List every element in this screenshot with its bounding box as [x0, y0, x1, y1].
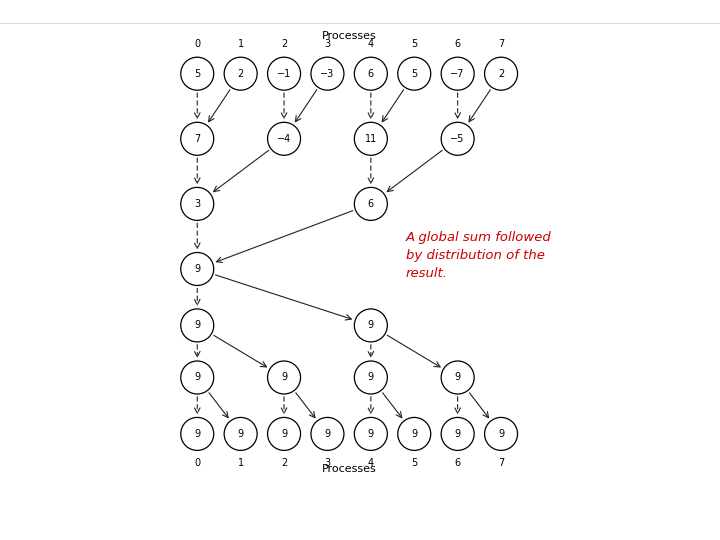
Text: 57: 57 [675, 508, 695, 522]
Circle shape [397, 57, 431, 90]
Text: 3: 3 [325, 39, 330, 49]
Text: Processes: Processes [322, 31, 377, 41]
Text: 9: 9 [281, 373, 287, 382]
Text: 9: 9 [454, 373, 461, 382]
Circle shape [311, 417, 344, 450]
Circle shape [181, 361, 214, 394]
Circle shape [224, 57, 257, 90]
Text: 9: 9 [498, 429, 504, 439]
Text: 9: 9 [238, 429, 243, 439]
Circle shape [354, 361, 387, 394]
Circle shape [181, 57, 214, 90]
Text: 9: 9 [325, 429, 330, 439]
Text: 0: 0 [194, 458, 200, 468]
Text: 7: 7 [194, 134, 200, 144]
Text: 9: 9 [411, 429, 418, 439]
Text: 9: 9 [368, 373, 374, 382]
Circle shape [397, 417, 431, 450]
Circle shape [485, 417, 518, 450]
Circle shape [311, 57, 344, 90]
Circle shape [268, 122, 300, 156]
Text: −4: −4 [277, 134, 291, 144]
Text: 4: 4 [368, 458, 374, 468]
Text: 9: 9 [368, 429, 374, 439]
Text: 1: 1 [238, 39, 243, 49]
Text: 11: 11 [365, 134, 377, 144]
Text: 0: 0 [194, 39, 200, 49]
Text: A global sum followed
by distribution of the
result.: A global sum followed by distribution of… [405, 232, 552, 280]
Text: 5: 5 [411, 458, 418, 468]
Circle shape [181, 253, 214, 286]
Circle shape [441, 417, 474, 450]
Circle shape [354, 309, 387, 342]
Text: MK: MK [22, 505, 58, 523]
Circle shape [354, 57, 387, 90]
Text: 9: 9 [194, 373, 200, 382]
Circle shape [181, 309, 214, 342]
Text: 5: 5 [411, 69, 418, 79]
Text: 2: 2 [281, 39, 287, 49]
Text: 6: 6 [368, 69, 374, 79]
Circle shape [181, 187, 214, 220]
Text: 7: 7 [498, 39, 504, 49]
Circle shape [441, 57, 474, 90]
Circle shape [268, 417, 300, 450]
Text: 2: 2 [498, 69, 504, 79]
Text: 7: 7 [498, 458, 504, 468]
Text: 9: 9 [194, 264, 200, 274]
Circle shape [181, 122, 214, 156]
Circle shape [441, 361, 474, 394]
Text: −1: −1 [277, 69, 291, 79]
Text: 9: 9 [281, 429, 287, 439]
Text: 6: 6 [454, 39, 461, 49]
Text: 4: 4 [368, 39, 374, 49]
Text: 5: 5 [411, 39, 418, 49]
Text: 9: 9 [194, 320, 200, 330]
Text: 6: 6 [368, 199, 374, 209]
Text: 9: 9 [368, 320, 374, 330]
Circle shape [354, 187, 387, 220]
Text: Copyright © 2010, Elsevier Inc. All rights Reserved: Copyright © 2010, Elsevier Inc. All righ… [228, 510, 492, 520]
Text: 1: 1 [238, 458, 243, 468]
Circle shape [354, 122, 387, 156]
Circle shape [441, 122, 474, 156]
Text: 2: 2 [238, 69, 244, 79]
Text: 3: 3 [194, 199, 200, 209]
Text: 5: 5 [194, 69, 200, 79]
Circle shape [181, 417, 214, 450]
Text: −5: −5 [451, 134, 465, 144]
Text: 2: 2 [281, 458, 287, 468]
Text: −7: −7 [451, 69, 465, 79]
Text: Processes: Processes [322, 464, 377, 474]
Text: −3: −3 [320, 69, 335, 79]
Circle shape [354, 417, 387, 450]
Text: 9: 9 [454, 429, 461, 439]
Circle shape [268, 361, 300, 394]
Text: 3: 3 [325, 458, 330, 468]
Circle shape [224, 417, 257, 450]
Text: 6: 6 [454, 458, 461, 468]
Circle shape [485, 57, 518, 90]
Text: 9: 9 [194, 429, 200, 439]
Circle shape [268, 57, 300, 90]
